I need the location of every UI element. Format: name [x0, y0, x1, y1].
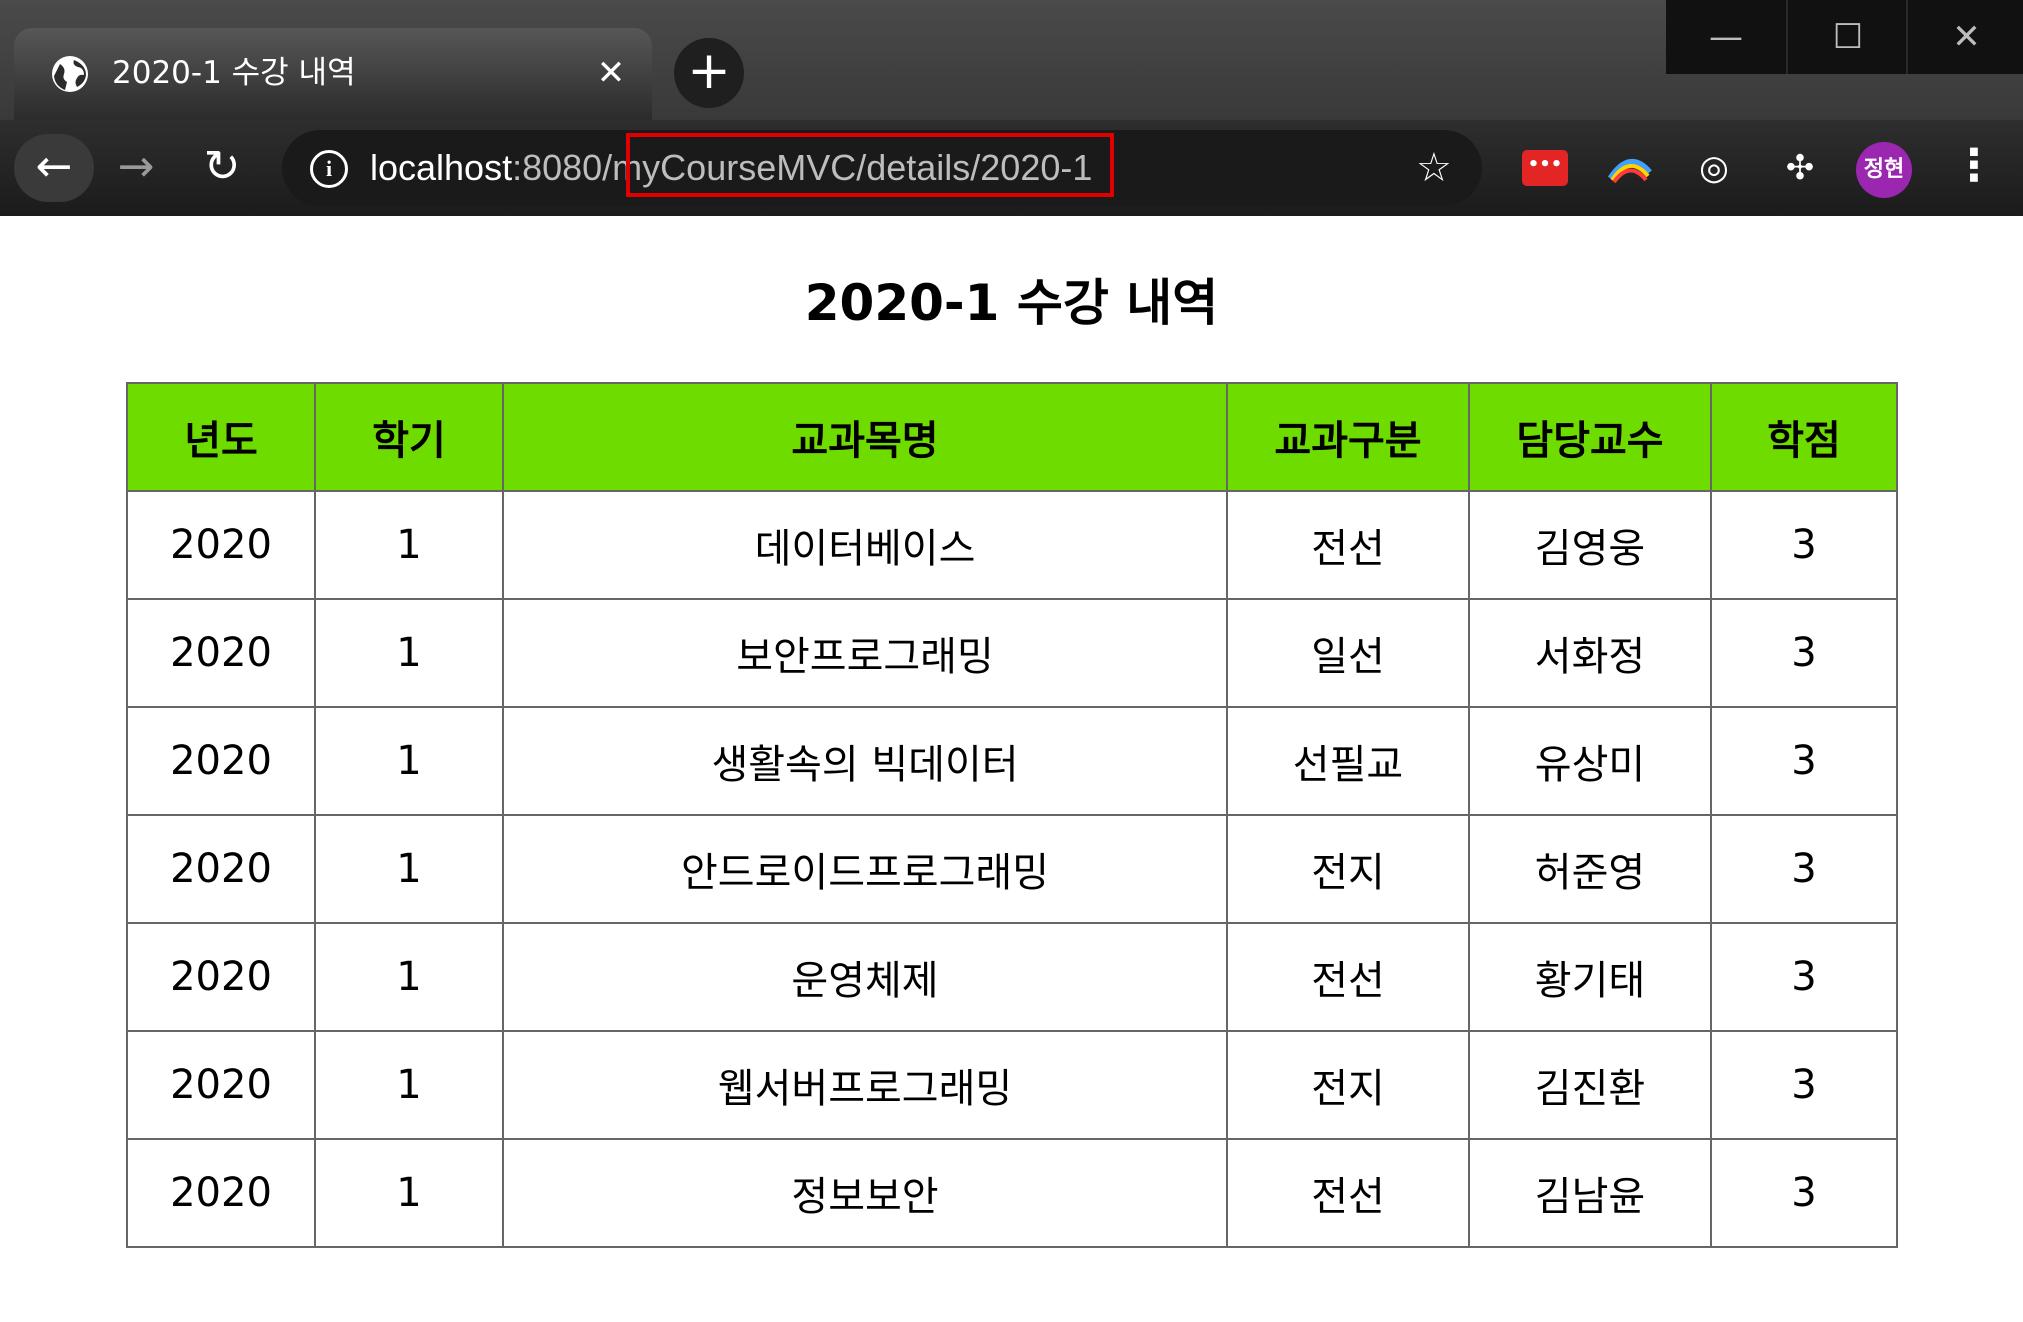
page-title: 2020-1 수강 내역: [804, 274, 1219, 332]
cell-professor: 김영웅: [1468, 490, 1712, 600]
cell-professor: 김남윤: [1468, 1138, 1712, 1248]
cell-professor: 허준영: [1468, 814, 1712, 924]
table-row: 2020 1 정보보안 전선 김남윤 3: [126, 1138, 1898, 1248]
cell-semester: 1: [314, 922, 504, 1032]
cell-course-type: 전지: [1226, 814, 1470, 924]
globe-icon: [52, 56, 88, 92]
cell-year: 2020: [126, 490, 316, 600]
url-path: :8080/myCourseMVC/details/2020-1: [512, 147, 1093, 188]
tab-title: 2020-1 수강 내역: [112, 55, 356, 91]
url-path-highlight-box: [626, 133, 1114, 197]
header-year: 년도: [126, 382, 316, 492]
extension-red-button[interactable]: •••: [1512, 134, 1580, 202]
reload-button[interactable]: ↻: [203, 141, 241, 192]
cell-year: 2020: [126, 598, 316, 708]
cell-semester: 1: [314, 814, 504, 924]
tab-close-icon[interactable]: ✕: [596, 53, 626, 93]
cell-year: 2020: [126, 1138, 316, 1248]
window-close-button[interactable]: ✕: [1906, 0, 2023, 74]
cell-course-type: 전선: [1226, 1138, 1470, 1248]
cell-course-type: 일선: [1226, 598, 1470, 708]
cell-semester: 1: [314, 598, 504, 708]
extension-arc-button[interactable]: [1596, 134, 1664, 202]
table-row: 2020 1 데이터베이스 전선 김영웅 3: [126, 490, 1898, 600]
dots-icon: •••: [1522, 150, 1568, 186]
bookmark-star-icon[interactable]: ☆: [1416, 145, 1452, 191]
table-row: 2020 1 웹서버프로그래밍 전지 김진환 3: [126, 1030, 1898, 1140]
cell-semester: 1: [314, 1030, 504, 1140]
profile-avatar[interactable]: 정현: [1856, 142, 1912, 198]
cell-course-type: 전선: [1226, 490, 1470, 600]
cell-course-name: 데이터베이스: [502, 490, 1228, 600]
url-text[interactable]: localhost:8080/myCourseMVC/details/2020-…: [370, 144, 1092, 192]
header-course-type: 교과구분: [1226, 382, 1470, 492]
cell-credits: 3: [1710, 1030, 1898, 1140]
cell-credits: 3: [1710, 598, 1898, 708]
browser-tab[interactable]: 2020-1 수강 내역 ✕: [14, 28, 652, 120]
cell-professor: 유상미: [1468, 706, 1712, 816]
cell-course-type: 전선: [1226, 922, 1470, 1032]
cell-course-type: 전지: [1226, 1030, 1470, 1140]
header-course-name: 교과목명: [502, 382, 1228, 492]
minimize-button[interactable]: —: [1666, 0, 1786, 74]
forward-button[interactable]: →: [117, 141, 155, 192]
url-host: localhost: [370, 147, 513, 188]
new-tab-button[interactable]: +: [674, 38, 744, 108]
site-info-icon[interactable]: i: [310, 150, 348, 188]
cell-professor: 김진환: [1468, 1030, 1712, 1140]
rainbow-arc-icon: [1607, 159, 1652, 184]
cell-year: 2020: [126, 1030, 316, 1140]
header-semester: 학기: [314, 382, 504, 492]
cell-professor: 서화정: [1468, 598, 1712, 708]
table-header-row: 년도 학기 교과목명 교과구분 담당교수 학점: [126, 382, 1898, 492]
table-row: 2020 1 안드로이드프로그래밍 전지 허준영 3: [126, 814, 1898, 924]
table-row: 2020 1 보안프로그래밍 일선 서화정 3: [126, 598, 1898, 708]
maximize-button[interactable]: ☐: [1786, 0, 1908, 74]
cell-course-name: 안드로이드프로그래밍: [502, 814, 1228, 924]
header-credits: 학점: [1710, 382, 1898, 492]
table-row: 2020 1 생활속의 빅데이터 선필교 유상미 3: [126, 706, 1898, 816]
cell-professor: 황기태: [1468, 922, 1712, 1032]
tab-strip: 2020-1 수강 내역 ✕ + — ☐ ✕: [0, 0, 2023, 120]
cell-credits: 3: [1710, 490, 1898, 600]
cell-semester: 1: [314, 1138, 504, 1248]
cell-semester: 1: [314, 706, 504, 816]
cell-course-name: 운영체제: [502, 922, 1228, 1032]
cell-credits: 3: [1710, 706, 1898, 816]
header-professor: 담당교수: [1468, 382, 1712, 492]
cell-year: 2020: [126, 814, 316, 924]
course-table: 년도 학기 교과목명 교과구분 담당교수 학점 2020 1 데이터베이스 전선…: [126, 382, 1898, 1248]
extensions-puzzle-icon[interactable]: ✣: [1785, 148, 1815, 188]
cell-credits: 3: [1710, 1138, 1898, 1248]
cell-course-type: 선필교: [1226, 706, 1470, 816]
cell-course-name: 보안프로그래밍: [502, 598, 1228, 708]
browser-chrome: 2020-1 수강 내역 ✕ + — ☐ ✕ ← → ↻ i localhost…: [0, 0, 2023, 216]
table-row: 2020 1 운영체제 전선 황기태 3: [126, 922, 1898, 1032]
cell-semester: 1: [314, 490, 504, 600]
cell-course-name: 웹서버프로그래밍: [502, 1030, 1228, 1140]
cell-course-name: 생활속의 빅데이터: [502, 706, 1228, 816]
cell-year: 2020: [126, 706, 316, 816]
cell-credits: 3: [1710, 814, 1898, 924]
cell-year: 2020: [126, 922, 316, 1032]
back-button[interactable]: ←: [14, 134, 94, 202]
kebab-menu-icon[interactable]: ⋮: [1952, 140, 1996, 191]
extension-target-button[interactable]: ◎: [1699, 148, 1729, 188]
page-content: 2020-1 수강 내역 년도 학기 교과목명 교과구분 담당교수 학점 202…: [0, 216, 2023, 1322]
cell-credits: 3: [1710, 922, 1898, 1032]
cell-course-name: 정보보안: [502, 1138, 1228, 1248]
